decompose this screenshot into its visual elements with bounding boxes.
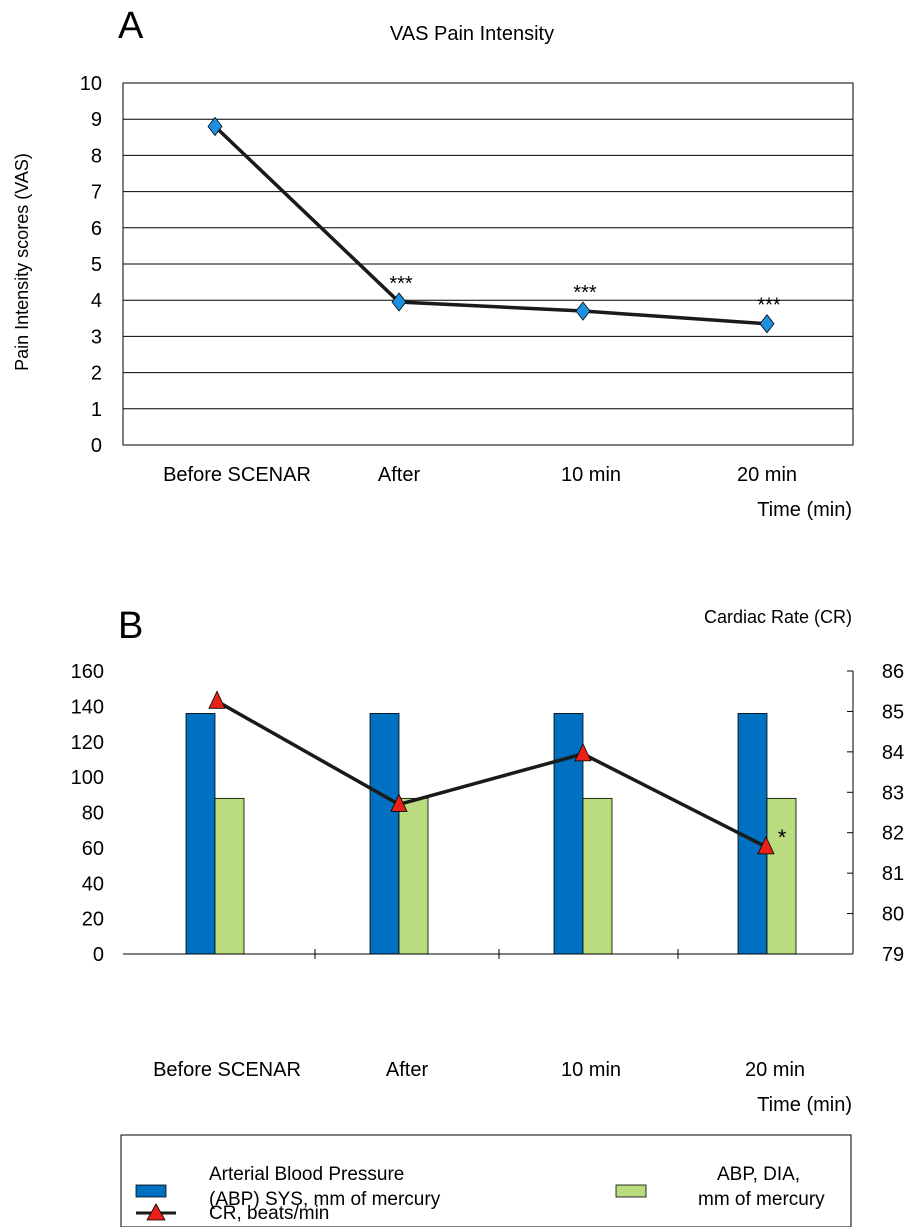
panel-a-y-tick-labels: 0 1 2 3 4 5 6 7 8 9 10 — [80, 73, 102, 457]
panel-a-title: VAS Pain Intensity — [390, 23, 554, 45]
panel-a-plot-frame — [122, 82, 854, 446]
panel-a-gridlines — [123, 118, 853, 410]
panel-a-data-point — [575, 301, 591, 321]
legend-label-dia-line1: ABP, DIA, — [717, 1164, 800, 1185]
panel-b-right-tick-label: 80 — [882, 904, 904, 926]
panel-a-data-points — [207, 116, 775, 334]
legend-label-dia-line2: mm of mercury — [698, 1189, 825, 1210]
panel-a-label: A — [118, 5, 144, 47]
panel-a-data-point — [391, 292, 407, 312]
panel-b-left-tick-label: 40 — [82, 873, 104, 895]
panel-b-bar-sys — [553, 713, 584, 955]
panel-a-y-tick-label: 5 — [91, 254, 102, 276]
panel-b-left-tick-label: 140 — [71, 696, 104, 718]
panel-b-bar-dia — [398, 797, 429, 955]
panel-a-significance: *** — [389, 273, 413, 295]
panel-b-right-tick-labels: 79 80 81 82 83 84 85 86 — [847, 661, 904, 966]
legend-label-sys-line1: Arterial Blood Pressure — [209, 1164, 404, 1185]
panel-a-y-tick-label: 10 — [80, 73, 102, 95]
panel-b-right-tick-label: 84 — [882, 742, 904, 764]
panel-b-right-tick-label: 82 — [882, 823, 904, 845]
panel-a-y-tick-label: 3 — [91, 326, 102, 348]
panel-b-left-tick-labels: 0 20 40 60 80 100 120 140 160 — [71, 661, 104, 966]
panel-a-y-tick-label: 7 — [91, 182, 102, 204]
panel-a-x-axis-title: Time (min) — [757, 499, 852, 521]
panel-b-legend: Arterial Blood Pressure (ABP) SYS, mm of… — [120, 1134, 852, 1227]
panel-b-right-tick-label: 85 — [882, 701, 904, 723]
panel-b-right-tick-label: 86 — [882, 661, 904, 683]
panel-b-cr-line — [216, 699, 767, 849]
panel-b-cr-point — [208, 690, 226, 709]
panel-b-x-axis-title: Time (min) — [757, 1094, 852, 1116]
panel-b-annotations: * — [778, 825, 787, 850]
panel-b-bar-sys — [369, 713, 400, 955]
panel-b-x-tick-label: Before SCENAR — [153, 1059, 301, 1081]
panel-a-x-tick-label: Before SCENAR — [163, 464, 311, 486]
panel-a-y-tick-label: 4 — [91, 290, 102, 312]
panel-a-y-axis-title: Pain Intensity scores (VAS) — [12, 153, 32, 371]
panel-a-x-tick-label: After — [378, 464, 421, 486]
panel-b-right-tick-label: 83 — [882, 782, 904, 804]
panel-a-x-tick-label: 10 min — [561, 464, 621, 486]
panel-b-bar-dia — [582, 797, 613, 955]
panel-b-x-tick-marks — [314, 949, 679, 959]
panel-b-bar-sys — [185, 713, 216, 955]
panel-b-left-tick-label: 60 — [82, 838, 104, 860]
panel-b-left-tick-label: 160 — [71, 661, 104, 683]
panel-a-annotations: *** *** *** — [389, 273, 781, 317]
panel-b-significance: * — [778, 825, 787, 850]
panel-b-x-tick-label: 20 min — [745, 1059, 805, 1081]
panel-b: B Cardiac Rate (CR) 0 20 40 60 80 100 120 140 16… — [71, 605, 904, 1227]
panel-b-cr-point — [574, 742, 592, 762]
panel-b-x-tick-label: After — [386, 1059, 429, 1081]
panel-b-left-tick-label: 100 — [71, 767, 104, 789]
panel-a-x-tick-label: 20 min — [737, 464, 797, 486]
panel-a-y-tick-label: 2 — [91, 363, 102, 385]
panel-b-left-tick-label: 20 — [82, 909, 104, 931]
panel-b-cr-point — [757, 835, 775, 855]
legend-frame — [120, 1134, 852, 1227]
panel-a-y-tick-label: 9 — [91, 109, 102, 131]
panel-b-bar-dia — [766, 797, 797, 955]
panel-a-y-tick-label: 8 — [91, 145, 102, 167]
panel-a-significance: *** — [757, 295, 781, 317]
panel-a-y-tick-label: 6 — [91, 218, 102, 240]
panel-b-left-tick-label: 120 — [71, 732, 104, 754]
legend-label-sys-line2: (ABP) SYS, mm of mercury — [209, 1189, 441, 1210]
panel-a: A VAS Pain Intensity Pain Intensity scor… — [12, 5, 854, 521]
panel-b-x-tick-label: 10 min — [561, 1059, 621, 1081]
panel-b-label: B — [118, 605, 143, 647]
panel-b-left-tick-label: 0 — [93, 944, 104, 966]
panel-b-right-tick-label: 81 — [882, 863, 904, 885]
panel-b-right-tick-label: 79 — [882, 944, 904, 966]
panel-b-cr-points — [208, 690, 775, 855]
panel-b-left-tick-label: 80 — [82, 803, 104, 825]
legend-swatch-cr-marker — [146, 1203, 166, 1221]
panel-a-data-point — [759, 314, 775, 334]
panel-a-x-tick-labels: Before SCENAR After 10 min 20 min — [163, 464, 797, 486]
panel-a-data-point — [207, 116, 223, 137]
panel-a-y-tick-label: 1 — [91, 399, 102, 421]
panel-b-bars — [185, 713, 797, 955]
panel-a-y-tick-label: 0 — [91, 435, 102, 457]
legend-swatch-dia — [615, 1184, 647, 1198]
panel-a-significance: *** — [573, 282, 597, 304]
legend-swatch-sys — [135, 1184, 167, 1198]
panel-b-cr-point — [390, 793, 408, 812]
panel-b-x-tick-labels: Before SCENAR After 10 min 20 min — [153, 1059, 805, 1081]
panel-a-series-line — [213, 125, 768, 326]
legend-label-cr: CR, beats/min — [209, 1203, 329, 1224]
panel-b-right-axis-title: Cardiac Rate (CR) — [704, 607, 852, 627]
panel-b-bar-dia — [214, 797, 245, 955]
